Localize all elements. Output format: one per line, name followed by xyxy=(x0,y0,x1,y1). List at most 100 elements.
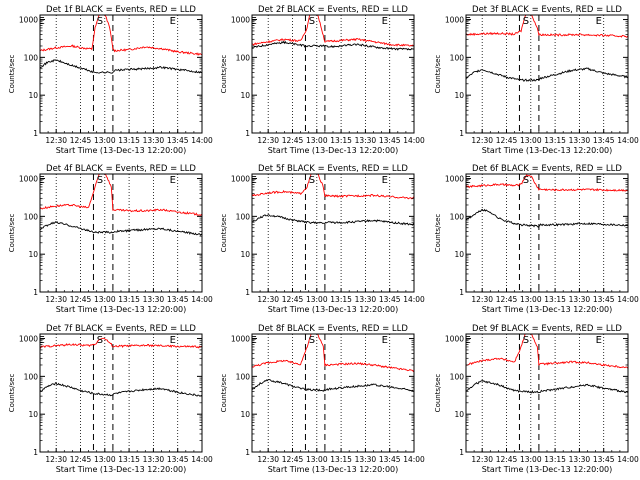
x-axis-label: Start Time (13-Dec-13 12:20:00) xyxy=(268,465,399,474)
lld-series-line xyxy=(251,173,415,200)
y-tick-label: 100 xyxy=(450,212,465,221)
y-tick-label: 1 xyxy=(245,129,250,138)
y-tick-label: 1 xyxy=(33,448,38,457)
y-tick-label: 1 xyxy=(245,288,250,297)
panel-title: Det 9f BLACK = Events, RED = LLD xyxy=(472,324,622,334)
x-tick-label: 13:00 xyxy=(94,136,116,145)
x-tick-label: 13:15 xyxy=(544,455,566,464)
x-tick-label: 13:30 xyxy=(355,295,377,304)
x-tick-label: 12:30 xyxy=(471,295,493,304)
y-tick-label: 100 xyxy=(450,53,465,62)
y-tick-label: 10 xyxy=(240,250,250,259)
y-tick-label: 1 xyxy=(33,129,38,138)
events-series-line xyxy=(39,382,203,397)
x-tick-label: 12:30 xyxy=(257,136,279,145)
x-tick-label: 13:30 xyxy=(355,455,377,464)
events-series-line xyxy=(251,378,415,392)
y-tick-label: 1000 xyxy=(231,175,250,184)
events-series-line xyxy=(251,40,415,51)
x-tick-label: 14:00 xyxy=(191,455,213,464)
marker-label-s: S xyxy=(523,335,529,346)
x-tick-label: 13:45 xyxy=(167,295,189,304)
x-tick-label: 13:00 xyxy=(306,455,328,464)
y-tick-label: 1000 xyxy=(445,175,464,184)
x-tick-label: 12:30 xyxy=(45,136,67,145)
panel-title: Det 3f BLACK = Events, RED = LLD xyxy=(472,5,622,15)
x-tick-label: 13:15 xyxy=(544,295,566,304)
y-tick-label: 1 xyxy=(459,288,464,297)
x-tick-label: 12:30 xyxy=(471,136,493,145)
x-axis-label: Start Time (13-Dec-13 12:20:00) xyxy=(482,146,613,155)
y-tick-label: 10 xyxy=(454,91,464,100)
y-axis-label: Counts/sec xyxy=(220,214,228,253)
y-tick-label: 1000 xyxy=(445,335,464,344)
x-tick-label: 13:15 xyxy=(330,455,352,464)
lld-series-line xyxy=(251,333,415,373)
x-axis-label: Start Time (13-Dec-13 12:20:00) xyxy=(268,146,399,155)
marker-label-e: E xyxy=(596,16,602,27)
x-tick-label: 12:45 xyxy=(70,136,92,145)
y-tick-label: 100 xyxy=(236,372,251,381)
y-tick-label: 1 xyxy=(459,129,464,138)
x-tick-label: 13:00 xyxy=(520,136,542,145)
x-tick-label: 13:45 xyxy=(379,295,401,304)
y-tick-label: 1000 xyxy=(19,175,38,184)
y-axis-label: Counts/sec xyxy=(8,374,16,413)
marker-label-s: S xyxy=(97,16,103,27)
lld-series-line xyxy=(465,14,629,38)
x-tick-label: 13:45 xyxy=(167,455,189,464)
y-axis-label: Counts/sec xyxy=(434,55,442,94)
y-tick-label: 1000 xyxy=(19,16,38,25)
y-tick-label: 100 xyxy=(236,53,251,62)
marker-label-s: S xyxy=(523,16,529,27)
y-tick-label: 1 xyxy=(459,448,464,457)
x-tick-label: 13:15 xyxy=(118,295,140,304)
x-tick-label: 12:45 xyxy=(496,136,518,145)
y-axis-label: Counts/sec xyxy=(434,214,442,253)
x-tick-label: 13:15 xyxy=(544,136,566,145)
lld-series-line xyxy=(39,14,203,56)
x-axis-label: Start Time (13-Dec-13 12:20:00) xyxy=(56,465,187,474)
panel-title: Det 8f BLACK = Events, RED = LLD xyxy=(258,324,408,334)
x-tick-label: 14:00 xyxy=(191,295,213,304)
y-axis-label: Counts/sec xyxy=(8,55,16,94)
marker-label-e: E xyxy=(170,175,176,186)
panel-title: Det 7f BLACK = Events, RED = LLD xyxy=(46,324,196,334)
lld-series-line xyxy=(465,173,629,192)
y-tick-label: 100 xyxy=(236,212,251,221)
panel-title: Det 2f BLACK = Events, RED = LLD xyxy=(258,5,408,15)
x-tick-label: 13:30 xyxy=(143,455,165,464)
y-tick-label: 100 xyxy=(24,372,39,381)
marker-label-e: E xyxy=(170,16,176,27)
x-tick-label: 12:30 xyxy=(45,295,67,304)
x-tick-label: 13:45 xyxy=(167,136,189,145)
x-tick-label: 14:00 xyxy=(191,136,213,145)
marker-label-e: E xyxy=(596,335,602,346)
x-tick-label: 13:15 xyxy=(118,455,140,464)
marker-label-e: E xyxy=(382,16,388,27)
x-tick-label: 13:30 xyxy=(143,295,165,304)
marker-label-e: E xyxy=(382,175,388,186)
y-tick-label: 100 xyxy=(24,212,39,221)
x-tick-label: 12:45 xyxy=(282,136,304,145)
x-tick-label: 13:45 xyxy=(379,455,401,464)
x-tick-label: 13:15 xyxy=(330,295,352,304)
x-tick-label: 12:45 xyxy=(282,295,304,304)
x-tick-label: 13:15 xyxy=(118,136,140,145)
events-series-line xyxy=(39,221,203,236)
x-tick-label: 12:30 xyxy=(471,455,493,464)
y-axis-label: Counts/sec xyxy=(434,374,442,413)
marker-label-e: E xyxy=(382,335,388,346)
events-series-line xyxy=(465,379,629,394)
panel-title: Det 5f BLACK = Events, RED = LLD xyxy=(258,164,408,174)
marker-label-e: E xyxy=(596,175,602,186)
y-tick-label: 10 xyxy=(240,410,250,419)
